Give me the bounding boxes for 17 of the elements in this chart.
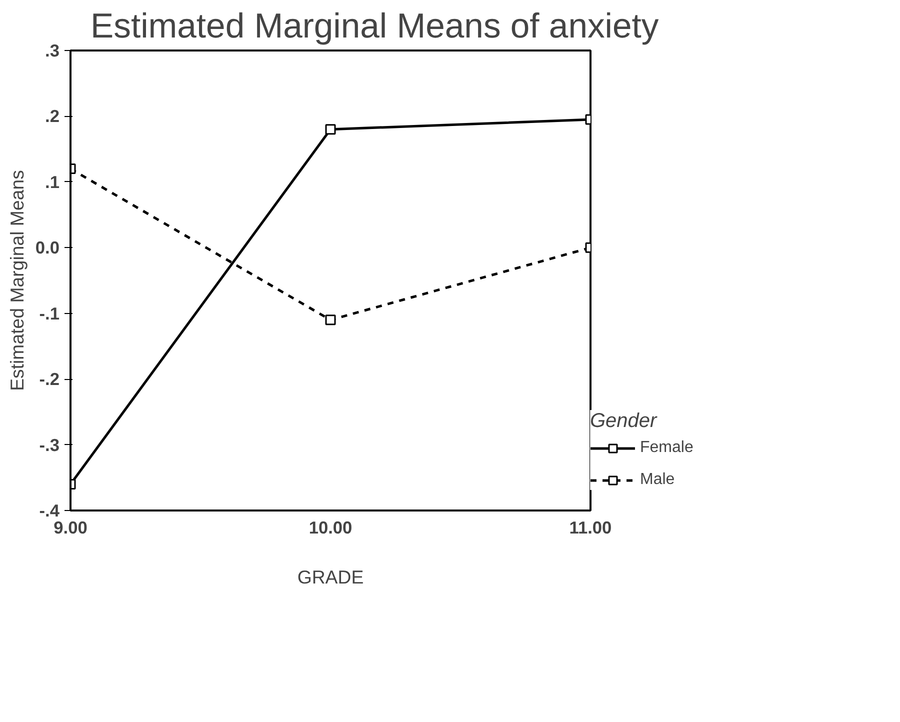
chart-title: Estimated Marginal Means of anxiety	[90, 8, 660, 46]
x-tick-label: 9.00	[54, 518, 88, 538]
y-tick-label: -.1	[39, 303, 60, 324]
y-tick-label: 0.0	[35, 238, 60, 258]
y-tick-label: .1	[45, 172, 60, 192]
legend-label: Female	[640, 439, 694, 457]
legend-label: Male	[640, 471, 675, 489]
y-tick-label: -.4	[39, 500, 60, 520]
y-tick-label: .2	[45, 106, 60, 126]
x-axis-title: GRADE	[297, 566, 364, 588]
x-tick-label: 10.00	[308, 518, 352, 538]
y-tick-label: .3	[45, 40, 60, 60]
y-tick-label: -.3	[39, 434, 60, 455]
y-axis-title: Estimated Marginal Means	[6, 170, 28, 391]
y-tick-label: -.2	[39, 369, 60, 390]
x-tick-label: 11.00	[569, 518, 612, 538]
legend-title: Gender	[590, 410, 658, 433]
